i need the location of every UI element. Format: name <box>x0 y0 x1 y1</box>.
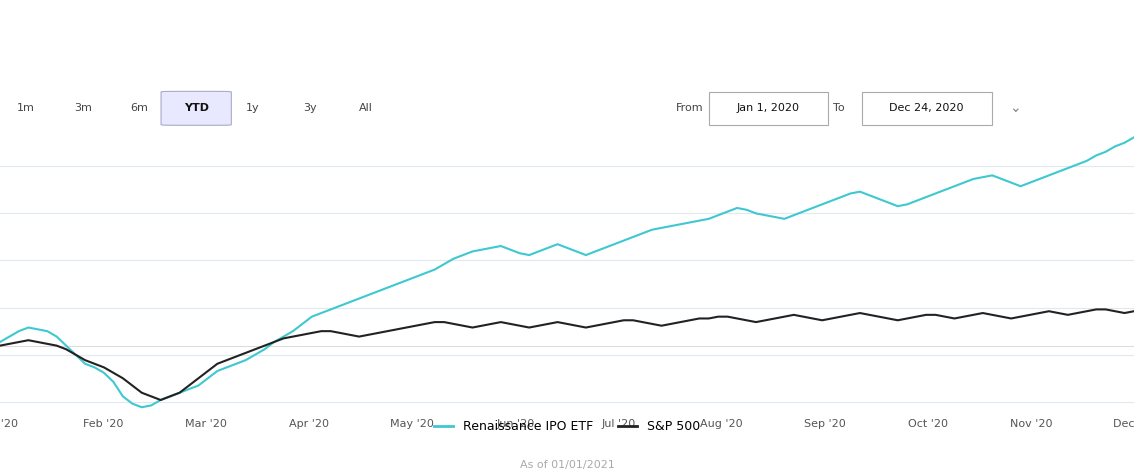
Text: Dec 24, 2020: Dec 24, 2020 <box>889 103 964 114</box>
FancyBboxPatch shape <box>161 91 231 125</box>
Text: All: All <box>359 103 373 114</box>
Text: YTD: YTD <box>184 103 209 114</box>
Text: ⌄: ⌄ <box>1009 101 1021 115</box>
FancyBboxPatch shape <box>709 92 828 125</box>
Legend: Renaissance IPO ETF, S&P 500: Renaissance IPO ETF, S&P 500 <box>429 415 705 438</box>
Text: From: From <box>676 103 703 114</box>
Text: 6m: 6m <box>130 103 149 114</box>
FancyBboxPatch shape <box>862 92 992 125</box>
Text: 1m: 1m <box>17 103 35 114</box>
Text: 3y: 3y <box>303 103 316 114</box>
Text: Jan 1, 2020: Jan 1, 2020 <box>736 103 799 114</box>
Text: 1y: 1y <box>246 103 260 114</box>
Text: 3m: 3m <box>74 103 92 114</box>
Text: To: To <box>833 103 845 114</box>
Text: Renaissance IPO ETF Performance: Renaissance IPO ETF Performance <box>353 32 781 52</box>
Text: As of 01/01/2021: As of 01/01/2021 <box>519 460 615 471</box>
